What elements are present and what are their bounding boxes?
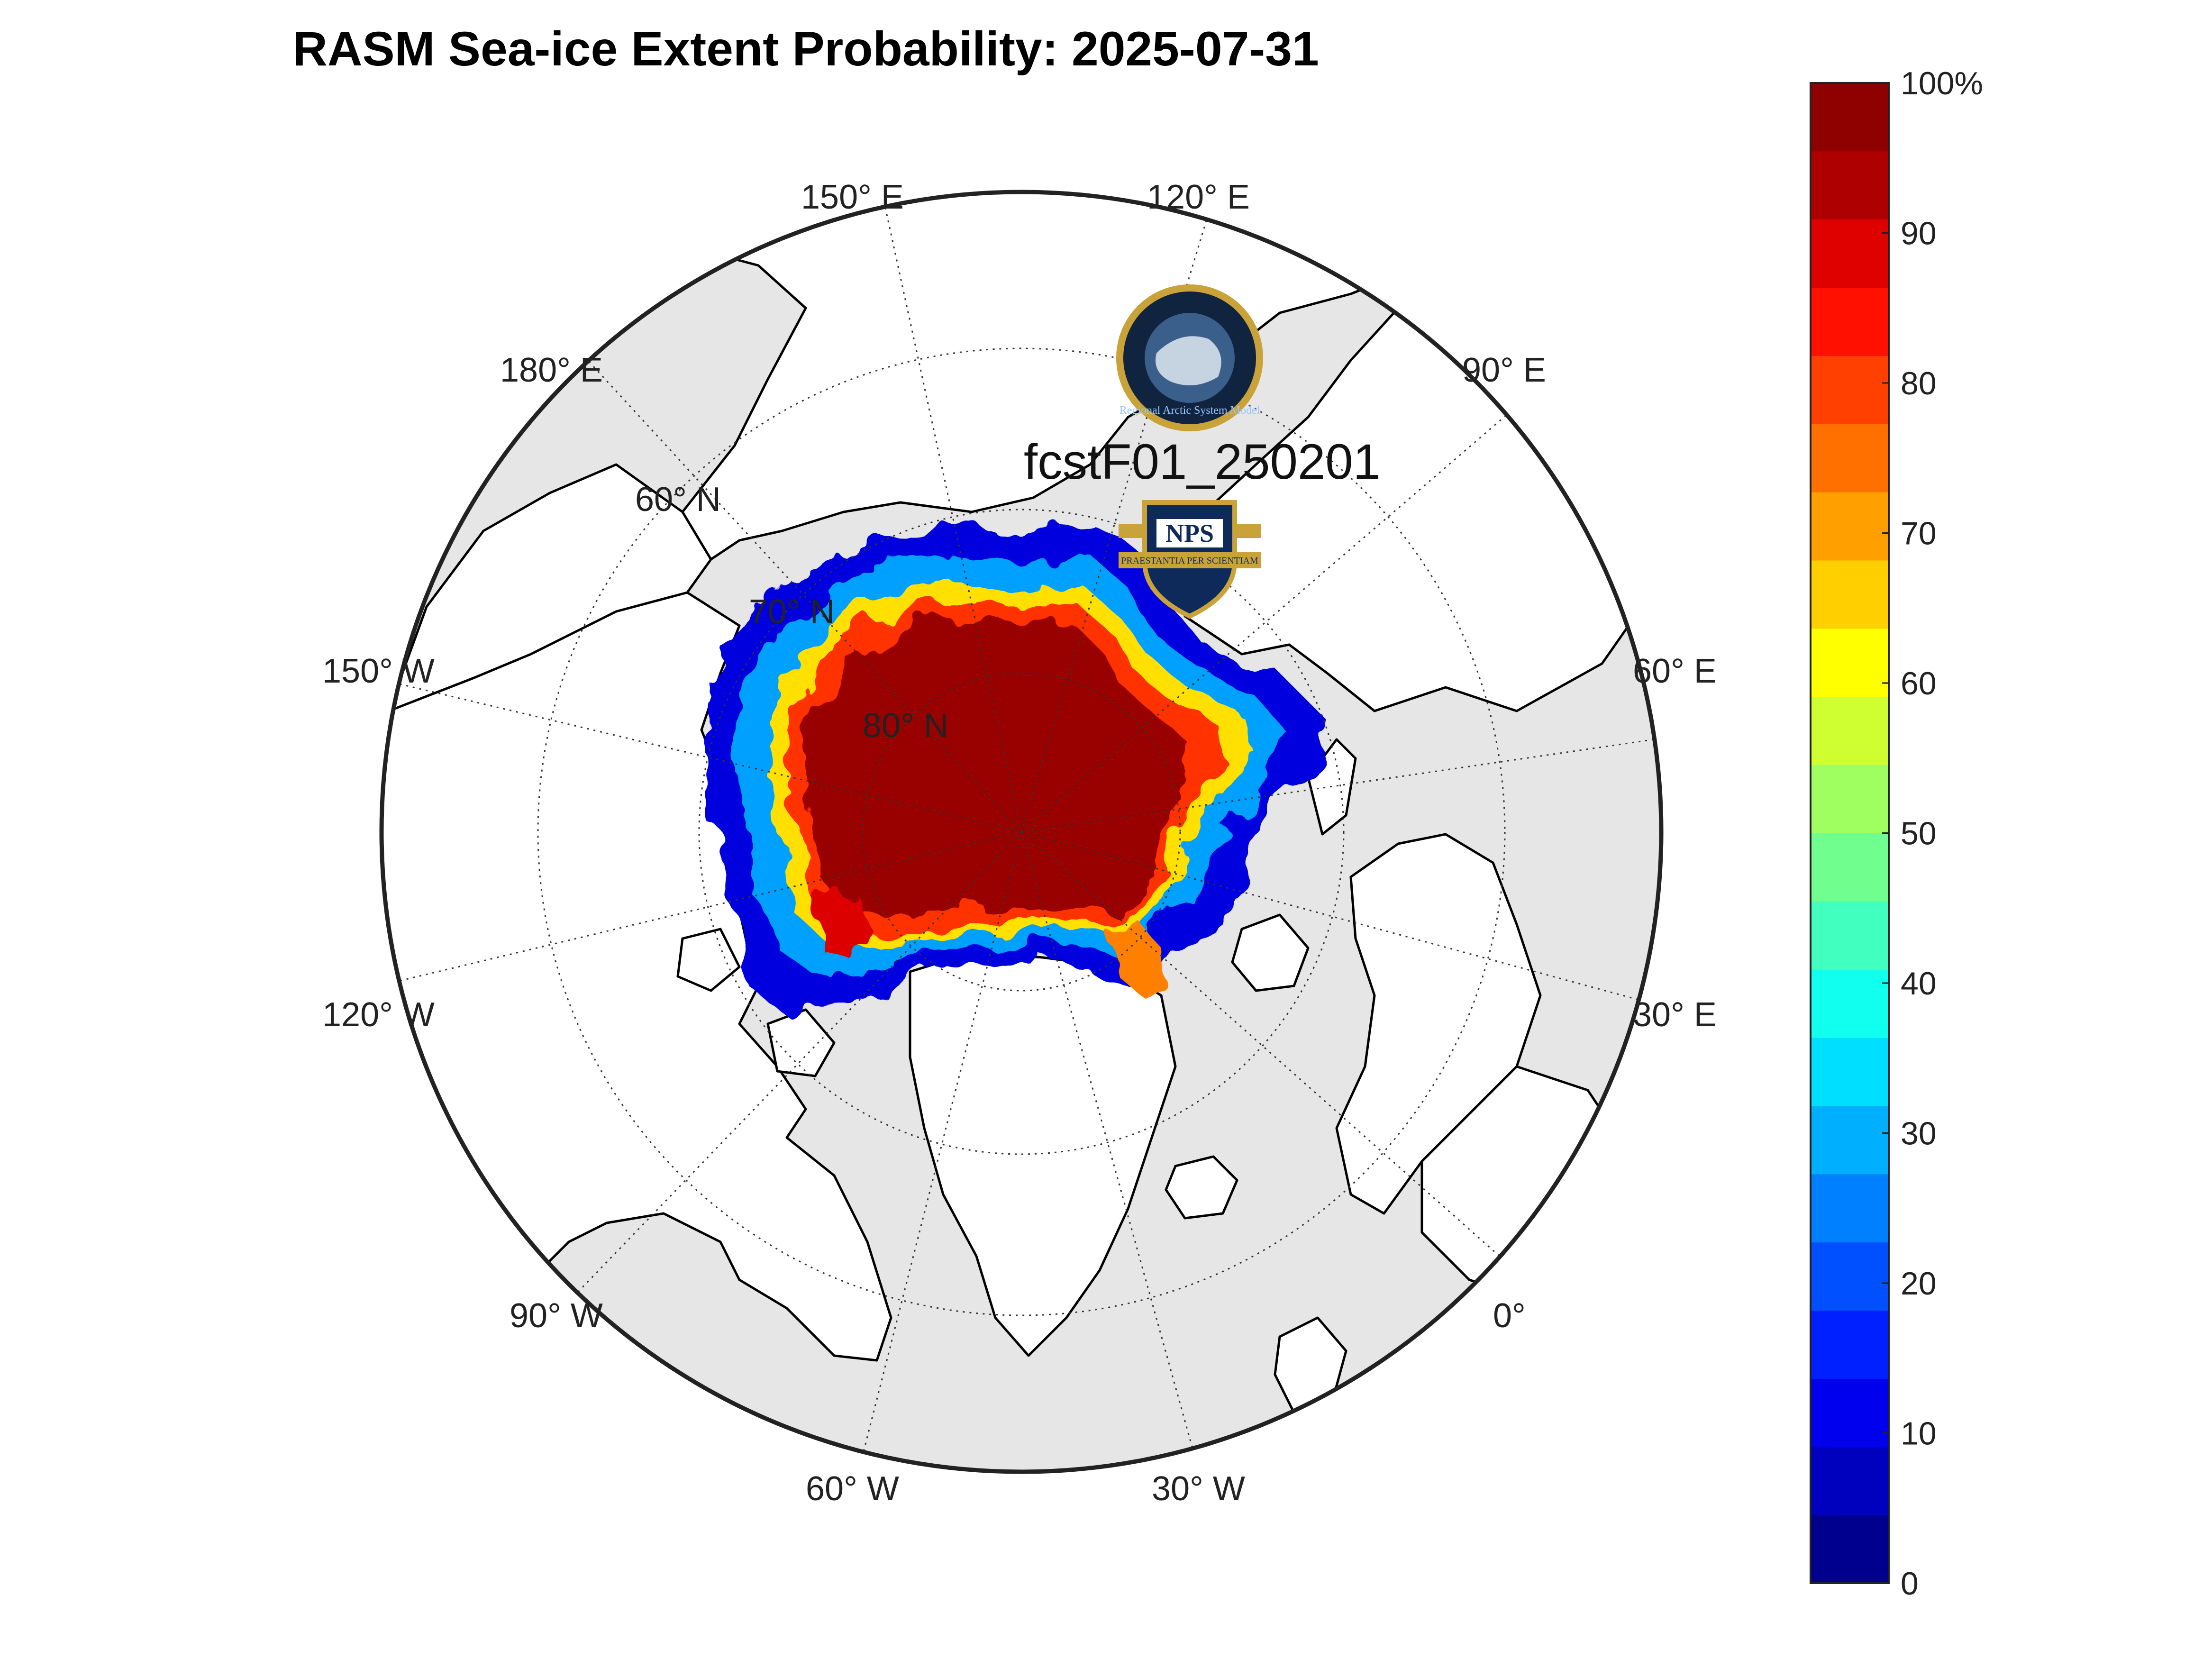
sea-ice-probability-field [701, 521, 1327, 1014]
nps-logo: NPS PRAESTANTIA PER SCIENTIAM [1119, 500, 1261, 619]
colorbar-segment [1811, 901, 1889, 970]
run-label: fcstF01_250201 [1024, 434, 1381, 490]
lon-label-150w: 150° W [322, 652, 435, 690]
colorbar-segment [1811, 969, 1889, 1038]
colorbar-tick-label: 70 [1901, 516, 1937, 552]
colorbar-segment [1811, 1038, 1889, 1106]
lon-label-30e: 30° E [1633, 996, 1717, 1034]
colorbar-tick-label: 30 [1901, 1116, 1937, 1152]
map-frame [379, 190, 1664, 1474]
lat-label-80n: 80° N [863, 707, 948, 745]
colorbar-segment [1811, 424, 1889, 492]
colorbar-segment [1811, 287, 1889, 356]
colorbar-segment [1811, 765, 1889, 833]
colorbar-segment [1811, 356, 1889, 424]
colorbar-segment [1811, 219, 1889, 288]
colorbar-tick-label: 90 [1901, 216, 1937, 252]
lon-label-0: 0° [1493, 1297, 1526, 1335]
colorbar-tick-label: 60 [1901, 665, 1937, 702]
nps-logo-text: NPS [1165, 519, 1214, 547]
colorbar-tick-label: 40 [1901, 966, 1937, 1002]
lon-label-120e: 120° E [1147, 178, 1250, 216]
colorbar-segment [1811, 151, 1889, 220]
colorbar-segment [1811, 1105, 1889, 1175]
colorbar-segment [1811, 696, 1889, 766]
colorbar-segment [1811, 1242, 1889, 1311]
lon-label-90w: 90° W [510, 1297, 603, 1335]
colorbar-tick-label: 80 [1901, 365, 1937, 401]
rasm-logo: Regional Arctic System Model [1116, 284, 1263, 431]
lon-label-120w: 120° W [322, 996, 435, 1034]
colorbar-tick-label: 50 [1901, 816, 1937, 852]
colorbar-tick-label: 20 [1901, 1266, 1937, 1302]
colorbar-segment [1811, 1515, 1889, 1584]
colorbar-segment [1811, 1447, 1889, 1515]
lon-label-180e: 180° E [500, 351, 603, 389]
colorbar-segment [1811, 1174, 1889, 1243]
lon-label-90e: 90° E [1462, 351, 1546, 389]
colorbar-segment [1811, 83, 1889, 152]
lon-label-60w: 60° W [806, 1470, 899, 1508]
lon-label-150e: 150° E [801, 178, 904, 216]
colorbar-segment [1811, 628, 1889, 697]
nps-motto-text: PRAESTANTIA PER SCIENTIAM [1121, 556, 1258, 566]
rasm-logo-text: Regional Arctic System Model [1120, 404, 1260, 417]
map-title: RASM Sea-ice Extent Probability: 2025-07… [292, 22, 1319, 76]
lon-label-30w: 30° W [1152, 1470, 1245, 1508]
colorbar-segment [1811, 560, 1889, 629]
colorbar-segment [1811, 1310, 1889, 1379]
graticule [393, 208, 1655, 1456]
colorbar-tick-label: 100% [1901, 65, 1983, 101]
colorbar-tick-label: 0 [1901, 1566, 1919, 1602]
colorbar: 100% 90 80 70 60 50 40 30 20 10 0 [1810, 65, 1983, 1602]
lat-label-60n: 60° N [635, 481, 721, 519]
colorbar-segment [1811, 1378, 1889, 1447]
lat-label-70n: 70° N [749, 593, 835, 631]
colorbar-segment [1811, 833, 1889, 902]
colorbar-segment [1811, 492, 1889, 561]
lon-label-60e: 60° E [1633, 652, 1717, 690]
colorbar-tick-label: 10 [1901, 1416, 1937, 1452]
